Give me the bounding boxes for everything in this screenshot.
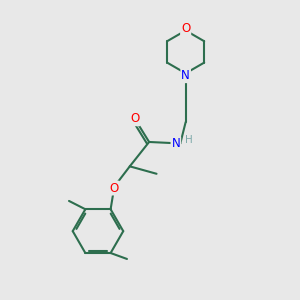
Text: H: H — [185, 136, 193, 146]
Text: N: N — [172, 137, 180, 150]
Text: O: O — [110, 182, 119, 194]
Text: O: O — [130, 112, 140, 125]
Text: N: N — [181, 69, 190, 82]
Text: O: O — [181, 22, 190, 34]
